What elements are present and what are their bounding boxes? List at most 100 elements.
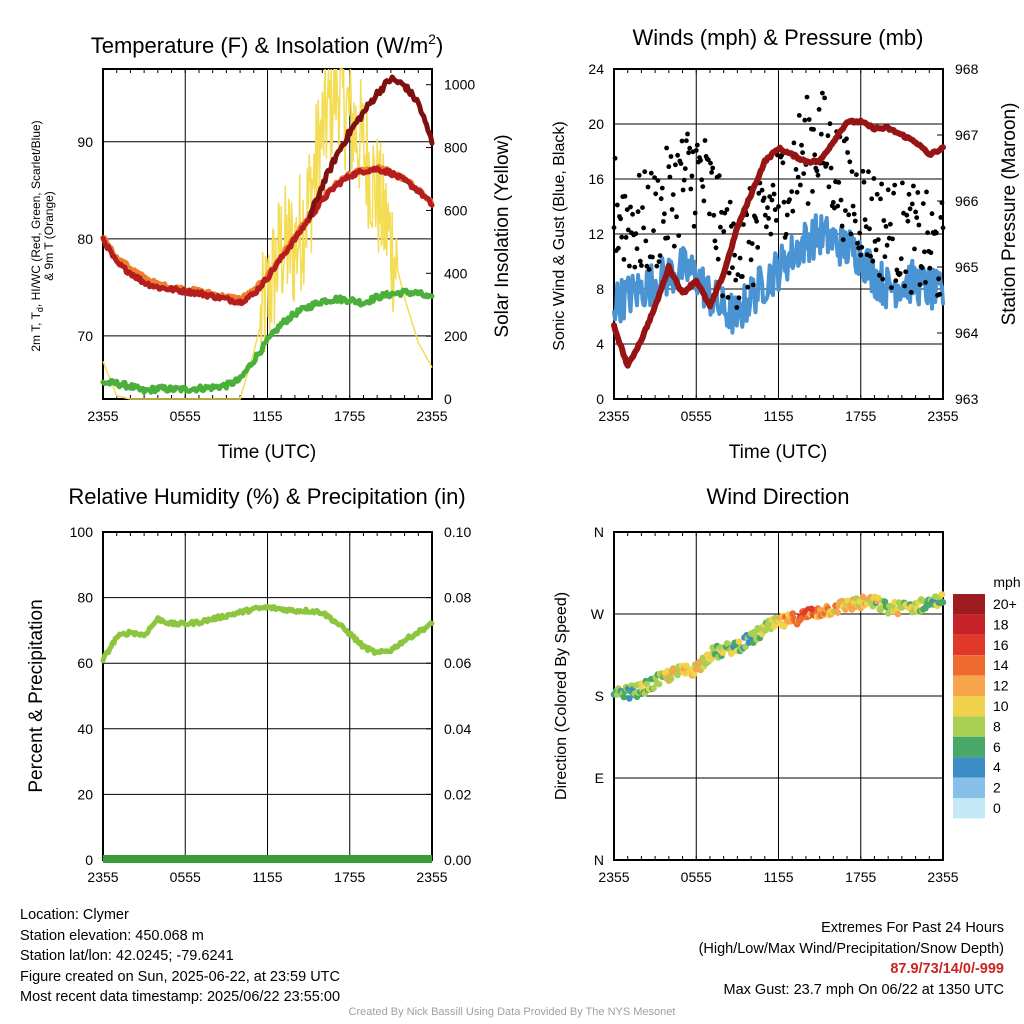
gust-point bbox=[768, 231, 774, 237]
gust-point bbox=[816, 107, 822, 112]
wind-y2tick-label: 968 bbox=[955, 61, 979, 77]
dir-xtick-label: 2355 bbox=[927, 869, 958, 885]
gust-point bbox=[902, 283, 907, 289]
gust-point bbox=[681, 177, 687, 183]
gust-point bbox=[633, 231, 639, 237]
wind-xtick-label: 2355 bbox=[598, 408, 629, 424]
dir-xtick-label: 2355 bbox=[598, 869, 629, 885]
temp-ytick-label: 70 bbox=[77, 328, 93, 344]
gust-point bbox=[825, 133, 831, 139]
legend-label: 10 bbox=[993, 698, 1009, 714]
gust-point bbox=[701, 198, 707, 204]
wind-xtick-label: 1755 bbox=[845, 408, 876, 424]
gust-point bbox=[871, 176, 877, 181]
gust-point bbox=[857, 230, 863, 236]
gust-point bbox=[750, 282, 756, 288]
wind-plot-frame bbox=[613, 68, 944, 400]
gust-point bbox=[867, 226, 872, 232]
gust-point bbox=[611, 225, 617, 231]
temp-plot-frame bbox=[102, 68, 433, 400]
gust-point bbox=[828, 165, 834, 171]
gust-point bbox=[794, 189, 800, 195]
max-gust: Max Gust: 23.7 mph On 06/22 at 1350 UTC bbox=[723, 981, 1004, 998]
gust-point bbox=[917, 282, 923, 287]
relative-humidity-line bbox=[100, 604, 435, 664]
gust-point bbox=[720, 293, 725, 299]
gust-point bbox=[700, 184, 706, 190]
gust-point bbox=[810, 189, 815, 194]
svg-text:2m T, Td, HI/WC (Red, Green, S: 2m T, Td, HI/WC (Red, Green, Scarlet/Blu… bbox=[29, 120, 45, 351]
wind-direction-point bbox=[728, 650, 735, 657]
legend-swatch bbox=[953, 634, 985, 656]
gust-point bbox=[826, 184, 832, 190]
gust-point bbox=[641, 225, 646, 231]
gust-point bbox=[911, 183, 916, 189]
dir-ytick-label: N bbox=[594, 852, 604, 868]
extremes-subtitle: (High/Low/Max Wind/Precipitation/Snow De… bbox=[698, 940, 1004, 957]
gust-point bbox=[884, 242, 890, 248]
station-elevation: Station elevation: 450.068 m bbox=[20, 927, 204, 944]
gust-point bbox=[880, 276, 886, 282]
gust-point bbox=[849, 169, 855, 175]
gust-point bbox=[913, 209, 918, 215]
gust-point bbox=[727, 199, 733, 205]
gust-point bbox=[765, 205, 770, 211]
dir-ytick-label: S bbox=[595, 688, 604, 704]
wind-direction-point bbox=[834, 609, 841, 616]
gust-point bbox=[900, 180, 905, 186]
gust-point bbox=[618, 216, 623, 222]
gust-point bbox=[796, 113, 802, 118]
rh-ytick-label: 100 bbox=[70, 524, 94, 540]
gust-point bbox=[790, 208, 796, 214]
temp-y2tick-label: 400 bbox=[444, 265, 468, 281]
gust-point bbox=[653, 191, 659, 197]
gust-point bbox=[892, 182, 898, 188]
svg-text:& 9m T (Orange): & 9m T (Orange) bbox=[42, 191, 56, 281]
gust-point bbox=[654, 263, 660, 269]
gust-point bbox=[860, 168, 866, 174]
gust-point bbox=[756, 190, 762, 196]
gust-point bbox=[627, 263, 632, 269]
legend-label: 2 bbox=[993, 780, 1001, 796]
recent-timestamp: Most recent data timestamp: 2025/06/22 2… bbox=[20, 989, 341, 1005]
gust-point bbox=[915, 190, 921, 195]
gust-point bbox=[843, 208, 848, 214]
legend-label: 18 bbox=[993, 616, 1009, 632]
extremes-values: 87.9/73/14/0/-999 bbox=[890, 961, 1004, 977]
gust-point bbox=[622, 193, 628, 199]
dir-chart-title: Wind Direction bbox=[706, 484, 849, 509]
station-pressure-line bbox=[611, 117, 946, 369]
gust-point bbox=[939, 200, 945, 206]
gust-point bbox=[861, 179, 867, 185]
gust-point bbox=[680, 187, 686, 193]
dir-ytick-label: E bbox=[595, 770, 604, 786]
gust-point bbox=[637, 258, 643, 264]
gust-point bbox=[658, 196, 664, 202]
gust-point bbox=[621, 257, 627, 262]
gust-point bbox=[927, 265, 933, 271]
dir-ytick-label: W bbox=[591, 606, 605, 622]
gust-point bbox=[928, 250, 934, 256]
gust-point bbox=[625, 227, 631, 233]
gust-point bbox=[874, 191, 880, 197]
rh-y2tick-label: 0.02 bbox=[444, 786, 471, 802]
temp-xtick-label: 1755 bbox=[334, 408, 365, 424]
gust-point bbox=[619, 234, 625, 240]
rh-ytick-label: 20 bbox=[77, 786, 93, 802]
rh-ylabel: Percent & Precipitation bbox=[26, 599, 47, 792]
gust-point bbox=[881, 218, 887, 223]
gust-point bbox=[614, 202, 620, 208]
gust-point bbox=[682, 166, 688, 172]
gust-point bbox=[770, 182, 776, 188]
wind-y2tick-label: 963 bbox=[955, 391, 979, 407]
legend-label: 14 bbox=[993, 657, 1009, 673]
gust-point bbox=[835, 203, 841, 209]
rh-ytick-label: 80 bbox=[77, 590, 93, 606]
gust-point bbox=[710, 165, 716, 171]
gust-point bbox=[659, 185, 665, 191]
gust-point bbox=[642, 169, 648, 175]
wind-direction-point bbox=[735, 638, 743, 645]
gust-point bbox=[783, 231, 789, 237]
legend-swatch bbox=[953, 736, 985, 758]
gust-point bbox=[869, 196, 875, 202]
